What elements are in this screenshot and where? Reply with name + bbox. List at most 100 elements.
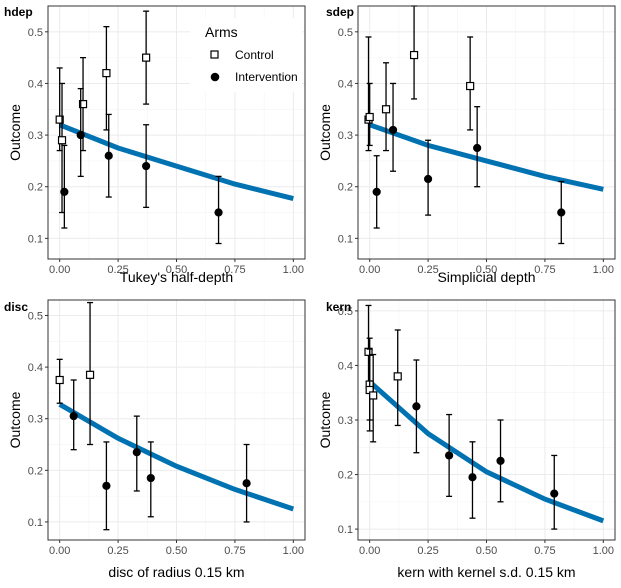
- y-tick-label: 0.3: [338, 130, 353, 142]
- y-tick-label: 0.4: [338, 78, 353, 90]
- point-intervention: [146, 473, 155, 483]
- point-intervention: [550, 489, 559, 498]
- x-tick-label: 0.25: [417, 545, 438, 557]
- panel-border: [47, 299, 306, 541]
- point-intervention: [473, 143, 482, 153]
- y-tick-label: 0.1: [338, 233, 353, 245]
- y-tick-label: 0.2: [28, 465, 43, 477]
- x-tick-label: 1.00: [283, 264, 304, 276]
- y-tick-label: 0.4: [338, 360, 353, 372]
- x-tick-label: 0.25: [107, 545, 128, 557]
- point-intervention: [76, 130, 85, 140]
- x-tick-label: 1.00: [593, 545, 614, 557]
- y-tick-label: 0.5: [28, 310, 43, 322]
- x-tick-label: 0.25: [417, 264, 438, 276]
- y-tick-label: 0.5: [338, 27, 353, 39]
- fit-line: [368, 379, 605, 524]
- point-intervention: [102, 481, 111, 490]
- y-tick-label: 0.3: [338, 415, 353, 427]
- point-control: [466, 81, 475, 91]
- x-tick-label: 0.00: [359, 264, 380, 276]
- point-control: [85, 370, 95, 379]
- point-intervention: [423, 174, 433, 184]
- point-control: [102, 69, 111, 78]
- point-control: [57, 136, 67, 145]
- y-tick-label: 0.1: [338, 524, 353, 536]
- legend-label-intervention: Intervention: [235, 70, 298, 84]
- y-tick-label: 0.1: [28, 233, 43, 245]
- point-control: [55, 115, 64, 124]
- x-tick-label: 0.25: [107, 264, 128, 276]
- legend-key-intervention: [210, 72, 220, 82]
- x-tick-label: 0.50: [476, 545, 497, 557]
- panel-title: sdep: [326, 5, 354, 19]
- x-tick-label: 0.00: [359, 545, 380, 557]
- x-axis-title: Tukey's half-depth: [120, 269, 233, 285]
- point-intervention: [142, 161, 151, 171]
- point-intervention: [69, 412, 78, 421]
- point-control: [381, 105, 391, 114]
- point-control: [393, 372, 402, 381]
- panel-sdep: 0.00 0.25 0.50 0.75 1.00 0.1 0.2 0.3 0.4 0.5 sdep S…: [317, 5, 616, 285]
- y-tick-label: 0.3: [28, 414, 43, 426]
- legend-title: Arms: [205, 24, 238, 40]
- fit-line: [368, 122, 604, 192]
- point-intervention: [468, 473, 477, 482]
- x-tick-label: 0.50: [166, 264, 187, 276]
- panel-title: hdep: [4, 5, 33, 19]
- point-intervention: [412, 402, 421, 411]
- point-intervention: [132, 448, 141, 457]
- y-axis-title: Outcome: [317, 391, 333, 448]
- fit-line: [58, 122, 294, 202]
- y-axis-title: Outcome: [317, 104, 333, 161]
- x-tick-label: 0.75: [224, 264, 245, 276]
- x-tick-label: 0.50: [166, 545, 187, 557]
- point-intervention: [60, 187, 69, 196]
- x-tick-label: 1.00: [283, 545, 304, 557]
- y-tick-label: 0.1: [28, 517, 43, 529]
- panel-border: [47, 5, 306, 260]
- point-intervention: [214, 208, 223, 217]
- x-tick-label: 0.50: [476, 264, 497, 276]
- panel-border: [357, 299, 616, 541]
- point-intervention: [242, 479, 251, 488]
- x-tick-label: 0.75: [534, 264, 555, 276]
- legend-key-control: [210, 50, 219, 59]
- y-tick-label: 0.5: [28, 27, 43, 39]
- y-tick-label: 0.2: [338, 470, 353, 482]
- legend: Arms Control Intervention: [190, 18, 302, 92]
- point-control: [369, 391, 378, 400]
- legend-background: [190, 18, 302, 92]
- point-intervention: [496, 456, 505, 466]
- panel-title: kern: [326, 300, 351, 314]
- point-control: [365, 112, 374, 122]
- point-intervention: [372, 187, 381, 196]
- point-intervention: [557, 208, 566, 217]
- x-axis-title: disc of radius 0.15 km: [108, 564, 244, 580]
- y-tick-label: 0.3: [28, 130, 43, 142]
- x-axis-title: kern with kernel s.d. 0.15 km: [397, 564, 575, 580]
- panel-border: [357, 5, 616, 260]
- point-control: [78, 100, 88, 109]
- x-tick-label: 0.75: [534, 545, 555, 557]
- y-tick-label: 0.5: [338, 306, 353, 318]
- y-tick-label: 0.4: [28, 78, 43, 90]
- y-tick-label: 0.2: [28, 182, 43, 194]
- fit-line: [58, 402, 295, 512]
- x-axis-title: Simplicial depth: [437, 269, 535, 285]
- y-tick-label: 0.2: [338, 182, 353, 194]
- point-intervention: [445, 451, 454, 460]
- panel-title: disc: [4, 300, 28, 314]
- point-control: [364, 347, 373, 356]
- x-tick-label: 0.00: [49, 545, 70, 557]
- legend-label-control: Control: [235, 48, 274, 62]
- y-axis-title: Outcome: [7, 104, 23, 161]
- point-control: [55, 375, 64, 385]
- point-control: [142, 53, 151, 62]
- y-axis-title: Outcome: [7, 391, 23, 448]
- x-tick-label: 1.00: [593, 264, 614, 276]
- x-tick-label: 0.75: [224, 545, 245, 557]
